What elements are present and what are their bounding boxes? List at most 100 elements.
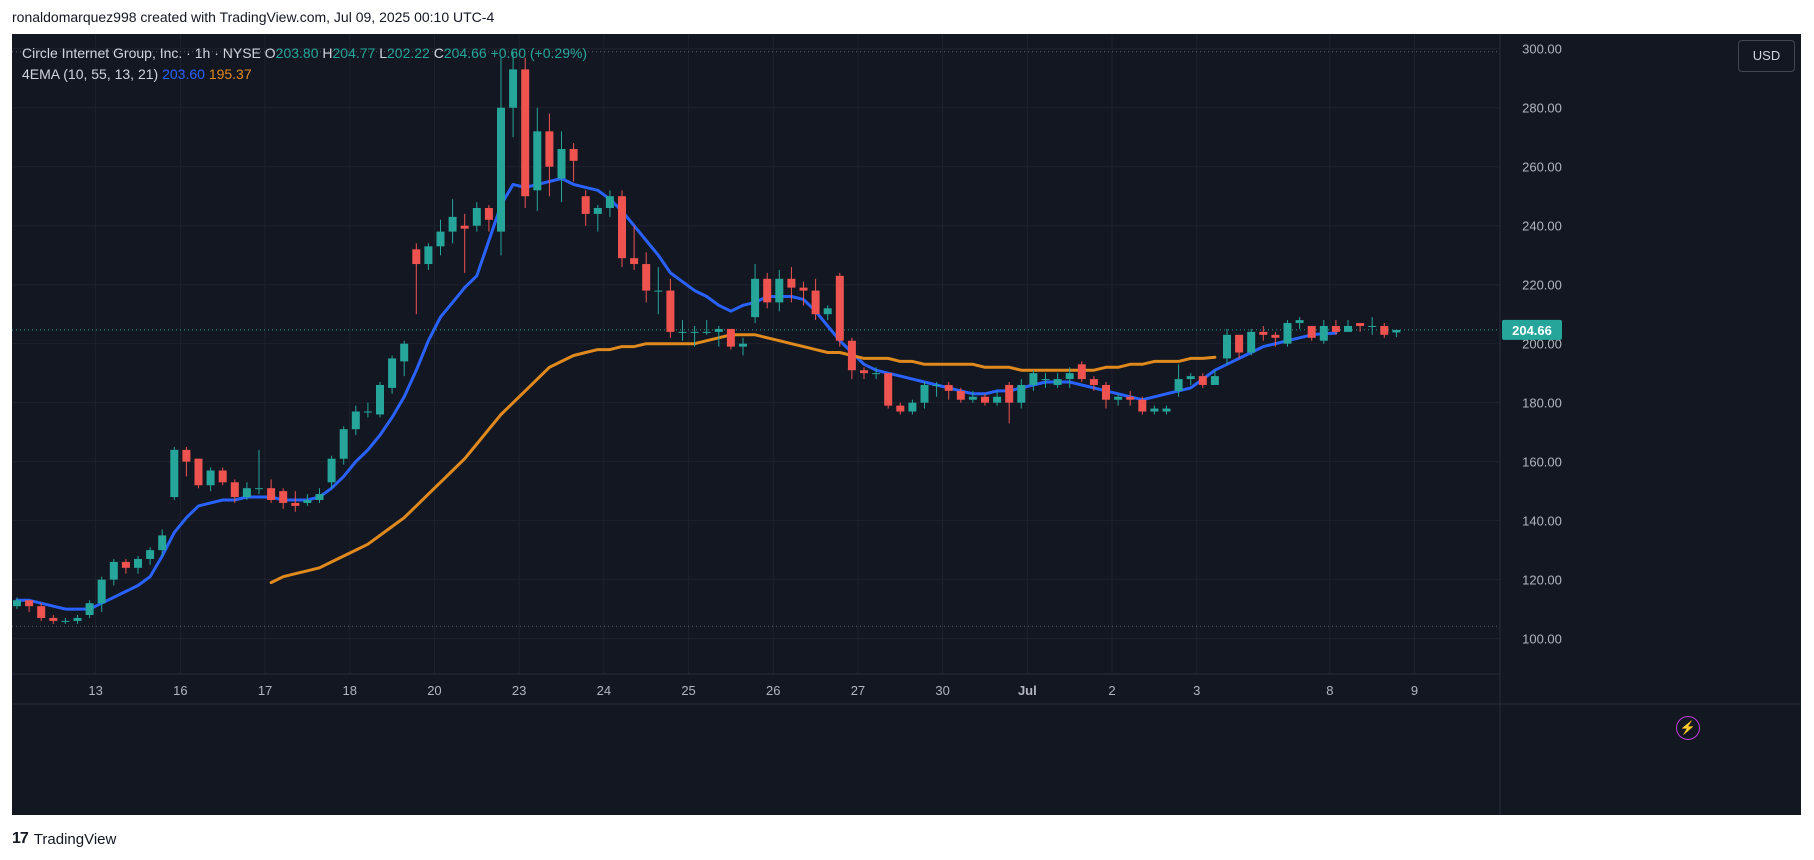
candle [1114, 393, 1123, 406]
candle [1065, 367, 1074, 388]
y-tick-label: 140.00 [1522, 514, 1562, 529]
candle [37, 603, 46, 621]
indicator-name[interactable]: 4EMA (10, 55, 13, 21) [22, 66, 159, 82]
lightning-icon[interactable]: ⚡ [1676, 716, 1700, 740]
candle [424, 243, 433, 270]
candle-body [267, 488, 276, 500]
candle [872, 367, 881, 380]
candle [97, 576, 106, 613]
candle [1319, 320, 1328, 344]
candle-body [1235, 334, 1244, 353]
candle-body [714, 328, 723, 332]
candle-body [182, 449, 191, 462]
candle-body [1380, 325, 1389, 335]
close-value: 204.66 [443, 45, 487, 61]
candle-body [605, 196, 614, 209]
candle-body [835, 275, 844, 341]
x-tick-label: 8 [1326, 683, 1333, 698]
candle [521, 57, 530, 209]
reference-levels [12, 51, 1500, 627]
candle-body [291, 502, 300, 506]
candle [860, 367, 868, 380]
candle [1186, 373, 1195, 385]
candle [1138, 396, 1147, 415]
candle [400, 340, 409, 377]
candle [509, 51, 518, 138]
current-price-tag [1502, 319, 1562, 340]
candle-body [509, 69, 518, 108]
candle [267, 479, 276, 503]
candle-body [158, 535, 167, 551]
candle-body [557, 149, 566, 179]
candle-body [1017, 384, 1026, 403]
candle-body [37, 606, 46, 618]
candle-body [1102, 384, 1110, 400]
candle-body [678, 331, 687, 333]
y-tick-label: 220.00 [1522, 278, 1562, 293]
candle-body [726, 328, 735, 347]
candle-body [1029, 373, 1038, 385]
candle [1259, 325, 1268, 341]
candle [1053, 373, 1062, 388]
x-tick-label: 24 [597, 683, 611, 698]
candle [327, 455, 336, 489]
candle [678, 320, 687, 341]
candle-body [593, 208, 602, 214]
candle [557, 131, 566, 203]
candle [497, 57, 505, 256]
low-label: L [379, 45, 388, 61]
candle [545, 113, 554, 197]
candle-body [1331, 325, 1340, 332]
candle-body [1344, 325, 1352, 332]
candle [811, 278, 820, 321]
candle-body [690, 331, 699, 333]
candle-body [1271, 334, 1280, 338]
x-tick-label: 27 [851, 683, 865, 698]
open-label: O [264, 45, 276, 61]
candle [1307, 325, 1316, 341]
candle-body [85, 603, 94, 616]
chart-legend: Circle Internet Group, Inc. · 1h · NYSE … [22, 43, 587, 85]
candle-body [1307, 325, 1316, 338]
candle-body [206, 470, 215, 486]
candle-body [424, 246, 433, 265]
candle [206, 467, 215, 492]
candle [1271, 331, 1280, 347]
candle [920, 382, 929, 409]
currency-button[interactable]: USD [1738, 40, 1795, 72]
candle [666, 278, 675, 338]
footer-brand: 17 TradingView [12, 830, 116, 848]
symbol-title[interactable]: Circle Internet Group, Inc. · 1h · NYSE [22, 45, 261, 61]
candle-body [279, 491, 288, 503]
x-tick-label: 18 [343, 683, 357, 698]
y-tick-label: 120.00 [1522, 573, 1562, 588]
candle [1005, 382, 1014, 424]
candle [291, 491, 300, 512]
chart-attribution: ronaldomarquez998 created with TradingVi… [12, 9, 495, 25]
candle-body [956, 390, 965, 400]
candle [460, 213, 469, 273]
candle [436, 219, 445, 256]
candle [751, 264, 760, 324]
candle-body [993, 396, 1002, 403]
candle [218, 467, 227, 486]
candle-body [642, 264, 651, 291]
x-tick-label: 9 [1411, 683, 1418, 698]
candle-body [1005, 384, 1014, 403]
candle [484, 205, 493, 232]
candle [702, 320, 711, 335]
candle [714, 325, 723, 347]
chart-panel[interactable]: 100.00 120.00 140.00 160.00 180.00 200.00 220.… [12, 34, 1801, 815]
legend-indicator-row: 4EMA (10, 55, 13, 21) 203.60 195.37 [22, 64, 587, 85]
candle-body [146, 550, 155, 559]
price-chart[interactable]: 100.00 120.00 140.00 160.00 180.00 200.00 220.… [12, 34, 1801, 815]
candle-body [170, 449, 179, 498]
candle-body [932, 384, 941, 386]
candle-body [884, 373, 893, 406]
x-tick-label: Jul [1018, 683, 1037, 698]
candle-body [436, 231, 445, 247]
candle-body [472, 208, 481, 226]
candle-body [666, 290, 675, 332]
candle [146, 547, 155, 565]
candle [1344, 320, 1352, 332]
